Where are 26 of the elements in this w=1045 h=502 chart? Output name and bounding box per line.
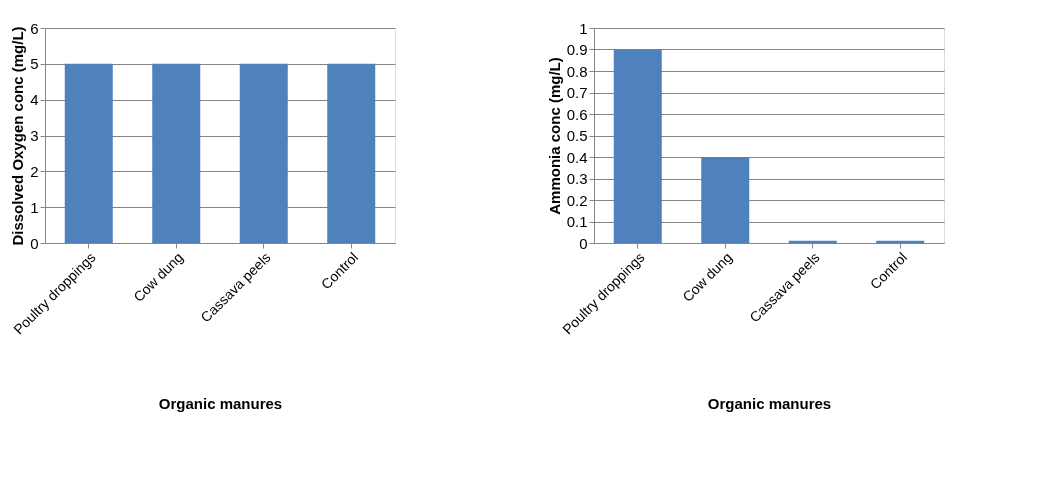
x-axis-title: Organic manures [158,395,283,413]
y-tick-label: 0 [30,234,39,252]
y-tick-label: 0.6 [566,105,588,123]
y-tick-label: 0.7 [566,84,588,101]
bar [701,157,750,243]
x-axis-title: Organic manures [707,395,832,413]
y-tick-label: 0.9 [566,41,588,58]
y-tick-label: 4 [30,91,39,109]
y-tick-label: 3 [30,127,39,144]
bar [876,240,925,243]
y-tick-label: 0.1 [566,213,588,230]
bar [788,240,837,243]
y-tick-label: 0.3 [566,170,588,187]
y-tick-label: 5 [30,55,39,73]
y-axis-title: Dissolved Oxygen conc (mg/L) [9,26,27,246]
y-tick-label: 6 [30,19,39,37]
y-tick-label: 2 [30,162,39,180]
y-tick-label: 0.5 [566,127,588,144]
y-tick-label: 0.2 [566,191,588,209]
y-axis-title: Ammonia conc (mg/L) [545,57,563,215]
y-tick-label: 1 [579,19,588,37]
bar [613,49,662,243]
y-tick-label: 0.4 [566,148,588,166]
y-tick-label: 0 [579,234,588,252]
y-tick-label: 0.8 [566,62,588,80]
y-tick-label: 1 [30,198,39,216]
